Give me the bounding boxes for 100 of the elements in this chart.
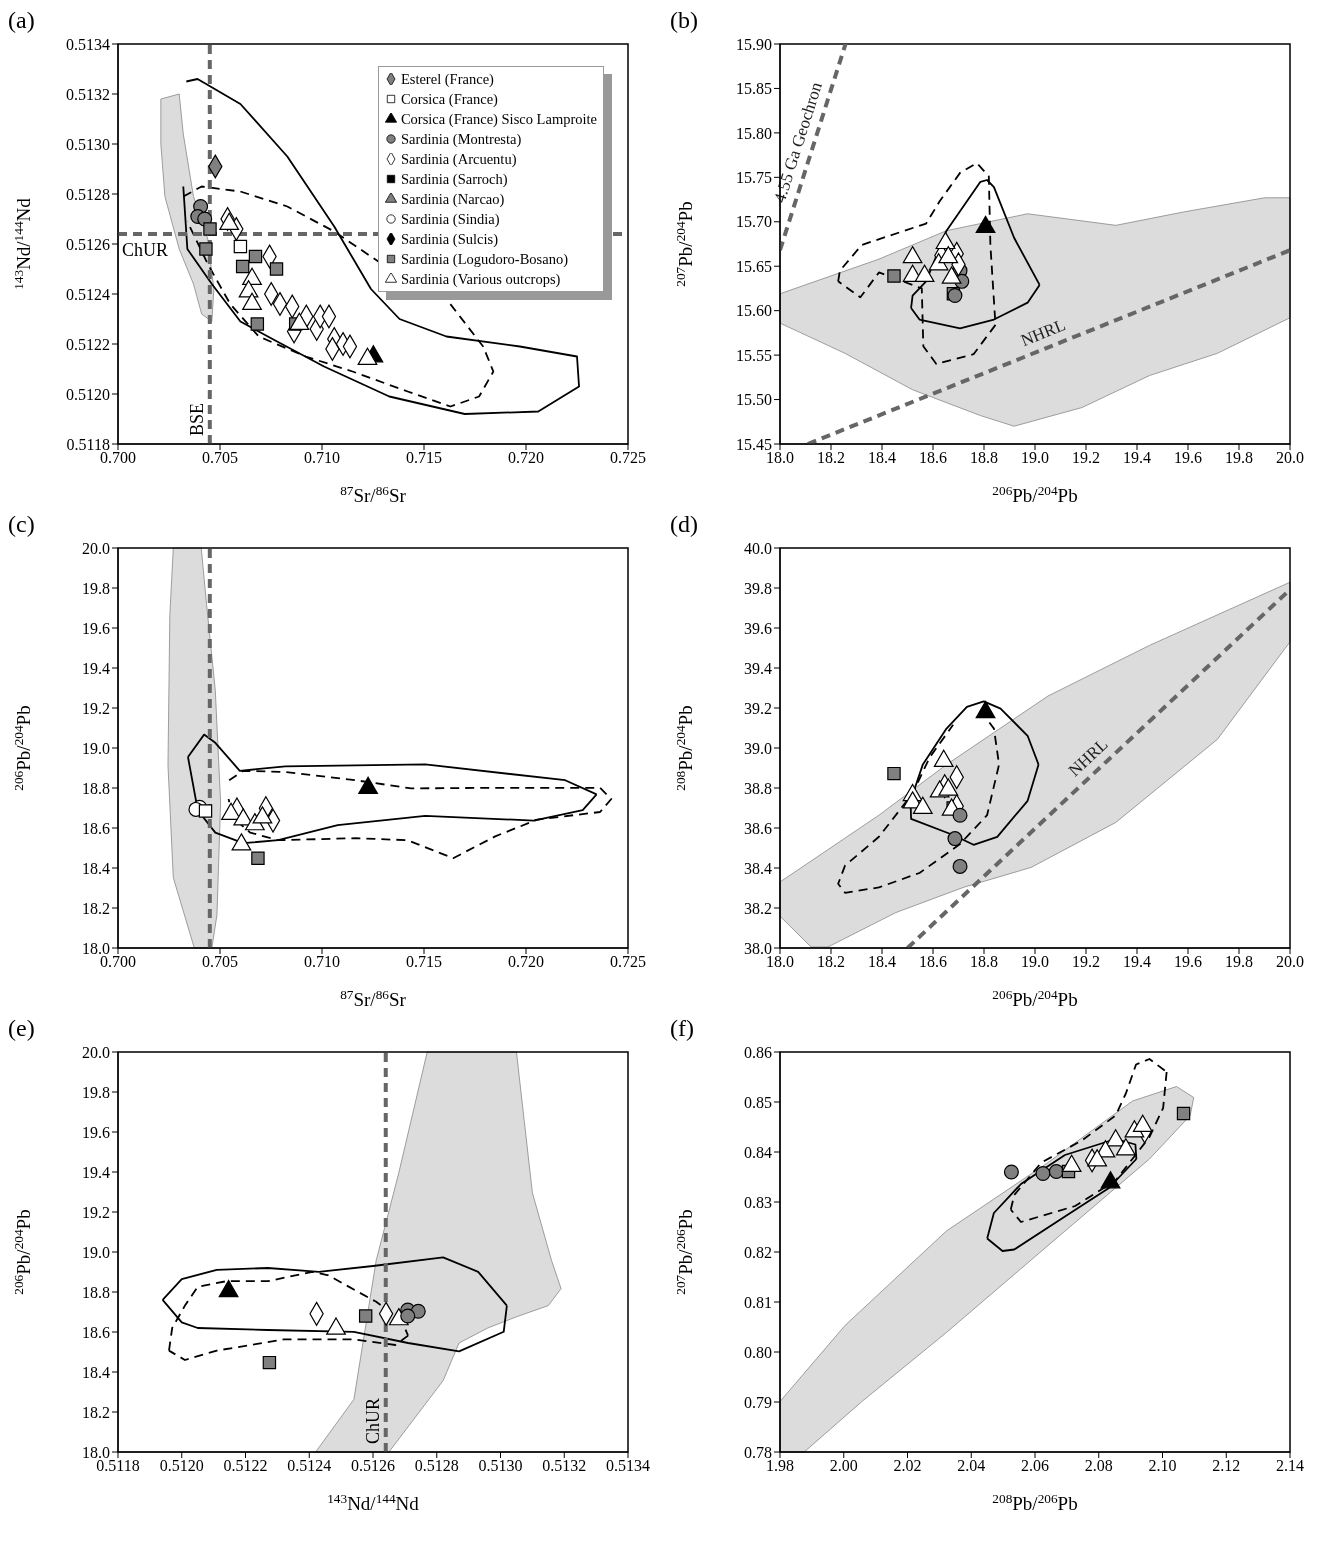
y-tick-label: 19.0 (82, 739, 110, 757)
x-tick-label: 2.00 (829, 1457, 858, 1475)
y-tick-label: 39.8 (744, 579, 772, 597)
y-tick-label: 38.4 (744, 859, 772, 877)
y-tick-label: 39.0 (744, 739, 772, 757)
x-tick-label: 19.8 (1225, 953, 1253, 971)
y-tick-label: 15.50 (736, 391, 772, 409)
x-axis-title: $^{206}$Pb/$^{204}$Pb (992, 482, 1078, 506)
y-tick-label: 0.5122 (66, 335, 110, 353)
chart-title: (a) (8, 7, 36, 33)
x-tick-label: 0.5128 (414, 1457, 459, 1475)
chart-title: (d) (670, 511, 699, 537)
ref-line-label: BSE (186, 402, 207, 436)
y-tick-label: 19.6 (82, 619, 110, 637)
x-tick-label: 18.4 (868, 449, 896, 467)
y-tick-label: 15.90 (736, 35, 772, 53)
x-tick-label: 19.2 (1072, 449, 1100, 467)
chart-title: (c) (8, 511, 36, 537)
y-tick-label: 18.2 (82, 1403, 110, 1421)
x-tick-label: 0.710 (304, 449, 340, 467)
y-tick-label: 0.5124 (66, 285, 110, 303)
x-axis-title: $^{87}$Sr/$^{86}$Sr (340, 482, 407, 506)
legend-label: Sardinia (Sindia) (400, 210, 500, 229)
x-tick-label: 0.725 (610, 449, 646, 467)
y-tick-label: 0.81 (744, 1293, 772, 1311)
legend-label: Sardinia (Narcao) (400, 190, 505, 209)
y-tick-label: 19.4 (82, 659, 110, 677)
x-tick-label: 2.10 (1148, 1457, 1177, 1475)
y-tick-label: 0.5126 (66, 235, 110, 253)
y-tick-label: 39.6 (744, 619, 772, 637)
x-tick-label: 2.14 (1276, 1457, 1304, 1475)
x-tick-label: 0.5124 (287, 1457, 332, 1475)
x-tick-label: 19.0 (1021, 449, 1049, 467)
y-tick-label: 0.5134 (66, 35, 110, 53)
x-tick-label: 18.4 (868, 953, 896, 971)
x-tick-label: 2.06 (1021, 1457, 1049, 1475)
x-tick-label: 0.5126 (351, 1457, 395, 1475)
y-tick-label: 19.0 (82, 1243, 110, 1261)
x-tick-label: 0.5122 (223, 1457, 268, 1475)
y-tick-label: 15.75 (736, 169, 772, 187)
x-tick-label: 19.8 (1225, 449, 1253, 467)
y-tick-label: 18.6 (82, 819, 110, 837)
x-tick-label: 0.705 (202, 449, 238, 467)
x-tick-label: 0.715 (406, 449, 442, 467)
y-tick-label: 15.70 (736, 213, 772, 231)
legend-label: Sardinia (Logudoro-Bosano) (400, 250, 569, 269)
x-tick-label: 19.4 (1123, 449, 1151, 467)
chart-title: (e) (8, 1015, 36, 1041)
x-tick-label: 2.12 (1212, 1457, 1241, 1475)
y-tick-label: 0.80 (744, 1343, 772, 1361)
y-tick-label: 15.60 (736, 302, 772, 320)
ref-line-label: ChUR (362, 1397, 383, 1444)
y-tick-label: 19.8 (82, 579, 110, 597)
y-tick-label: 18.6 (82, 1323, 110, 1341)
legend-label: Corsica (France) Sisco Lamproite (400, 110, 597, 129)
y-tick-label: 0.5130 (66, 135, 110, 153)
y-tick-label: 15.65 (736, 257, 772, 275)
x-tick-label: 19.0 (1021, 953, 1049, 971)
x-tick-label: 0.720 (508, 953, 544, 971)
legend-label: Sardinia (Sarroch) (400, 170, 508, 189)
y-tick-label: 19.6 (82, 1123, 110, 1141)
x-tick-label: 2.04 (957, 1457, 986, 1475)
y-tick-label: 19.8 (82, 1083, 110, 1101)
y-tick-label: 0.86 (744, 1043, 772, 1061)
x-tick-label: 2.08 (1084, 1457, 1113, 1475)
x-tick-label: 19.4 (1123, 953, 1151, 971)
x-tick-label: 18.8 (970, 449, 998, 467)
x-tick-label: 18.2 (817, 449, 845, 467)
x-tick-label: 0.5132 (542, 1457, 587, 1475)
x-tick-label: 0.720 (508, 449, 544, 467)
y-tick-label: 0.85 (744, 1093, 772, 1111)
x-axis-title: $^{143}$Nd/$^{144}$Nd (327, 1490, 420, 1514)
y-tick-label: 0.83 (744, 1193, 772, 1211)
x-axis-title: $^{87}$Sr/$^{86}$Sr (340, 986, 407, 1010)
x-tick-label: 19.6 (1174, 953, 1202, 971)
y-tick-label: 40.0 (744, 539, 772, 557)
legend-label: Corsica (France) (400, 90, 498, 109)
x-tick-label: 18.6 (919, 449, 947, 467)
x-tick-label: 0.5120 (159, 1457, 204, 1475)
x-tick-label: 0.705 (202, 953, 238, 971)
y-tick-label: 15.80 (736, 124, 772, 142)
legend-label: Sardinia (Sulcis) (400, 230, 498, 249)
x-tick-label: 0.710 (304, 953, 340, 971)
x-tick-label: 20.0 (1276, 953, 1304, 971)
y-tick-label: 18.8 (82, 779, 110, 797)
x-tick-label: 0.725 (610, 953, 646, 971)
legend-label: Sardinia (Arcuentu) (400, 150, 517, 169)
text: NHRL (1018, 315, 1069, 351)
y-tick-label: 20.0 (82, 539, 110, 557)
y-tick-label: 39.2 (744, 699, 772, 717)
y-tick-label: 0.5120 (66, 385, 110, 403)
y-tick-label: 0.84 (744, 1143, 772, 1161)
legend-label: Sardinia (Montresta) (400, 130, 522, 149)
chart-title: (f) (670, 1015, 695, 1041)
y-tick-label: 0.5132 (66, 85, 110, 103)
chart-title: (b) (670, 7, 699, 33)
y-tick-label: 15.85 (736, 80, 772, 98)
y-tick-label: 15.55 (736, 346, 772, 364)
ref-line-label: ChUR (122, 240, 169, 260)
x-tick-label: 0.5134 (606, 1457, 650, 1475)
